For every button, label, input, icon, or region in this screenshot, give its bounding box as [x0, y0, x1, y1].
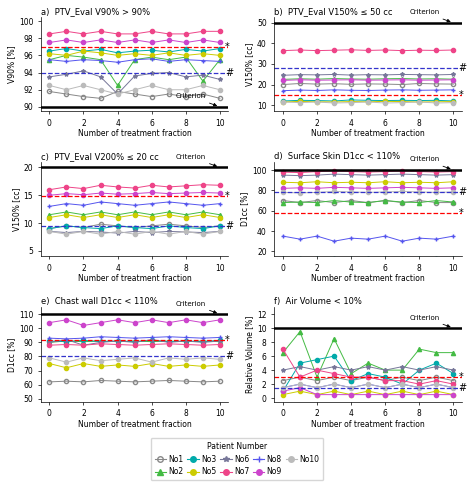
Text: *: *: [458, 372, 463, 382]
X-axis label: Number of treatment fraction: Number of treatment fraction: [78, 129, 191, 138]
Text: #: #: [458, 63, 467, 73]
Y-axis label: Relative Volume [%]: Relative Volume [%]: [246, 316, 255, 393]
Text: Criterion: Criterion: [410, 315, 450, 327]
Text: d)  Surface Skin D1cc < 110%: d) Surface Skin D1cc < 110%: [274, 152, 401, 161]
Y-axis label: V90% [%]: V90% [%]: [7, 45, 16, 83]
Text: Criterion: Criterion: [410, 9, 450, 22]
Y-axis label: D1cc [%]: D1cc [%]: [7, 337, 16, 372]
Text: Criterion: Criterion: [176, 154, 217, 166]
Text: *: *: [458, 90, 463, 100]
Text: #: #: [225, 68, 233, 77]
Text: *: *: [225, 191, 230, 201]
X-axis label: Number of treatment fraction: Number of treatment fraction: [78, 274, 191, 284]
Text: a)  PTV_Eval V90% > 90%: a) PTV_Eval V90% > 90%: [41, 7, 150, 16]
Text: e)  Chast wall D1cc < 110%: e) Chast wall D1cc < 110%: [41, 297, 158, 306]
Text: Criterion: Criterion: [410, 156, 450, 169]
X-axis label: Number of treatment fraction: Number of treatment fraction: [311, 129, 425, 138]
Text: b)  PTV_Eval V150% ≤ 50 cc: b) PTV_Eval V150% ≤ 50 cc: [274, 7, 393, 16]
Text: #: #: [458, 383, 467, 393]
Legend: No1, No2, No3, No5, No6, No7, No8, No9, No10: No1, No2, No3, No5, No6, No7, No8, No9, …: [151, 438, 323, 480]
Text: Criterion: Criterion: [176, 301, 217, 313]
Y-axis label: V150% [cc]: V150% [cc]: [12, 187, 21, 231]
X-axis label: Number of treatment fraction: Number of treatment fraction: [78, 420, 191, 429]
X-axis label: Number of treatment fraction: Number of treatment fraction: [311, 274, 425, 284]
Text: *: *: [225, 334, 230, 345]
Text: #: #: [458, 187, 467, 197]
Text: #: #: [225, 351, 233, 362]
Text: f)  Air Volume < 10%: f) Air Volume < 10%: [274, 297, 362, 306]
Text: Criterion: Criterion: [176, 93, 217, 106]
X-axis label: Number of treatment fraction: Number of treatment fraction: [311, 420, 425, 429]
Text: c)  PTV_Eval V200% ≤ 20 cc: c) PTV_Eval V200% ≤ 20 cc: [41, 152, 159, 161]
Text: *: *: [458, 208, 463, 218]
Y-axis label: D1cc [%]: D1cc [%]: [240, 192, 249, 227]
Text: #: #: [225, 221, 233, 231]
Text: *: *: [225, 42, 230, 52]
Y-axis label: V150% [cc]: V150% [cc]: [245, 42, 254, 86]
